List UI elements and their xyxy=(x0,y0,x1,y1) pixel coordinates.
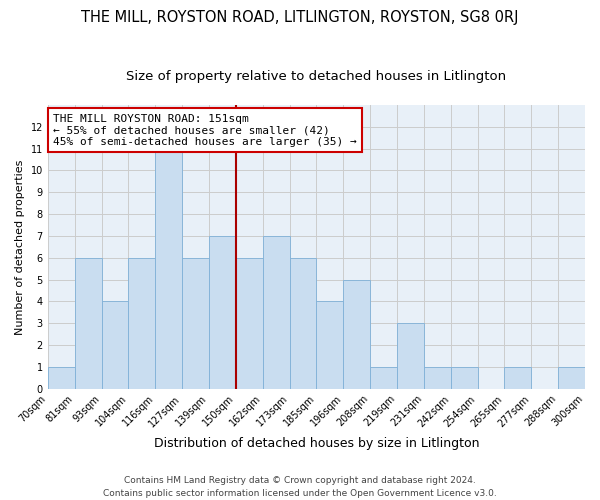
Bar xyxy=(451,367,478,389)
X-axis label: Distribution of detached houses by size in Litlington: Distribution of detached houses by size … xyxy=(154,437,479,450)
Bar xyxy=(182,258,209,389)
Bar xyxy=(370,367,397,389)
Bar xyxy=(74,258,101,389)
Bar xyxy=(505,367,531,389)
Bar xyxy=(155,148,182,389)
Title: Size of property relative to detached houses in Litlington: Size of property relative to detached ho… xyxy=(127,70,506,83)
Bar xyxy=(209,236,236,389)
Bar xyxy=(316,302,343,389)
Bar xyxy=(558,367,585,389)
Bar xyxy=(263,236,290,389)
Y-axis label: Number of detached properties: Number of detached properties xyxy=(15,159,25,334)
Bar xyxy=(424,367,451,389)
Bar xyxy=(48,367,74,389)
Bar xyxy=(236,258,263,389)
Text: THE MILL, ROYSTON ROAD, LITLINGTON, ROYSTON, SG8 0RJ: THE MILL, ROYSTON ROAD, LITLINGTON, ROYS… xyxy=(81,10,519,25)
Bar xyxy=(101,302,128,389)
Bar xyxy=(343,280,370,389)
Bar xyxy=(290,258,316,389)
Text: Contains HM Land Registry data © Crown copyright and database right 2024.
Contai: Contains HM Land Registry data © Crown c… xyxy=(103,476,497,498)
Bar xyxy=(128,258,155,389)
Bar xyxy=(397,324,424,389)
Text: THE MILL ROYSTON ROAD: 151sqm
← 55% of detached houses are smaller (42)
45% of s: THE MILL ROYSTON ROAD: 151sqm ← 55% of d… xyxy=(53,114,357,146)
